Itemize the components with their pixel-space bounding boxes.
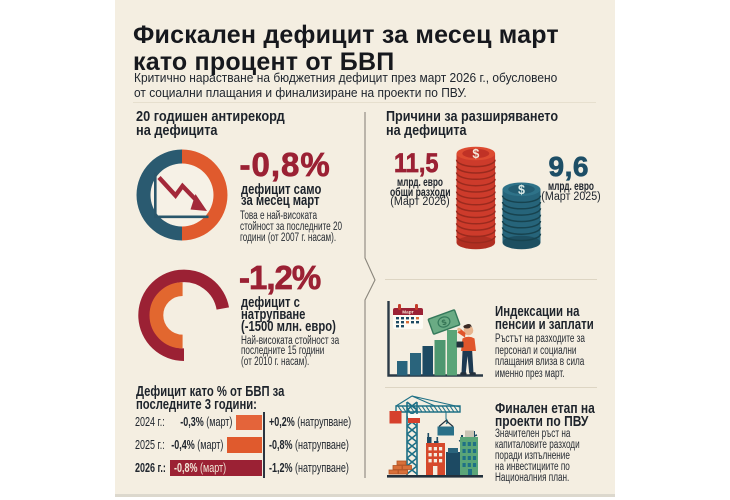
svg-text:$: $	[518, 183, 525, 197]
svg-text:Март: Март	[402, 310, 414, 315]
svg-text:$: $	[472, 147, 479, 161]
svg-text:$: $	[441, 317, 449, 327]
